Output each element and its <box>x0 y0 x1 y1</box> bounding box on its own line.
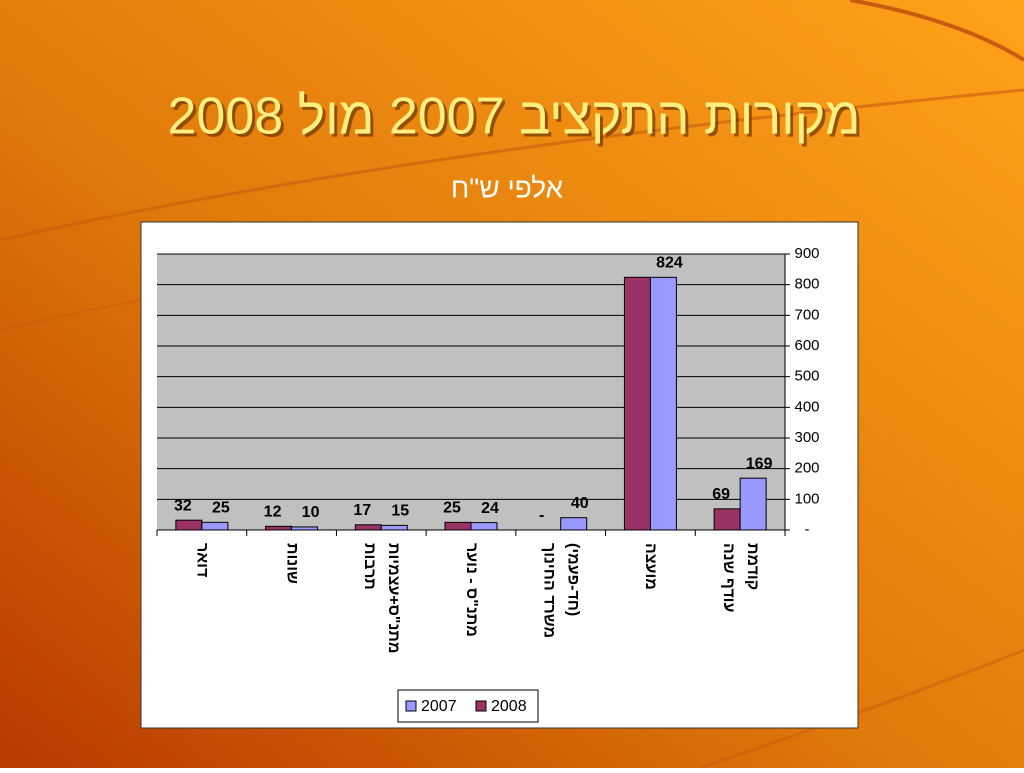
data-label: 824 <box>656 255 683 272</box>
data-label: 24 <box>481 500 499 517</box>
y-tick-label: 900 <box>794 245 819 262</box>
bar <box>739 477 767 531</box>
plot-area <box>157 254 785 530</box>
data-label: 25 <box>443 500 461 517</box>
x-tick-label: דואר <box>194 543 211 577</box>
data-label: - <box>539 507 544 524</box>
legend-swatch <box>475 700 487 712</box>
data-label: 169 <box>746 455 773 472</box>
x-tick-label: (חד-פעמי) <box>564 543 581 616</box>
y-tick-label: 400 <box>794 398 819 415</box>
bar <box>354 524 382 531</box>
x-tick-label: שונות <box>283 543 300 584</box>
bar <box>649 276 677 531</box>
y-tick-label: 300 <box>794 429 819 446</box>
x-tick-label: תרבות <box>361 543 378 590</box>
data-label: 25 <box>212 500 230 517</box>
data-label: 40 <box>571 495 589 512</box>
x-tick-label: משרד החינוך <box>540 543 557 638</box>
data-label: 32 <box>174 497 192 514</box>
bar <box>380 524 408 531</box>
data-label: 69 <box>712 486 730 503</box>
legend-label: 2007 <box>421 698 457 715</box>
data-label: 15 <box>391 503 409 520</box>
bar <box>560 517 588 531</box>
x-tick-label: מתנ"ס - נוער <box>463 543 480 637</box>
bar <box>623 276 651 531</box>
x-tick-label: עודף שנה <box>720 543 737 613</box>
data-label: 10 <box>302 504 320 521</box>
x-tick-label: מתנ"ס+עצמיות <box>385 543 402 654</box>
legend-box <box>397 689 539 723</box>
data-label: 12 <box>264 504 282 521</box>
bar <box>265 525 293 531</box>
bar <box>175 519 203 531</box>
decor <box>0 88 1024 242</box>
legend-swatch <box>405 700 417 712</box>
y-tick-label: 700 <box>794 306 819 323</box>
bar <box>713 508 741 531</box>
x-tick-label: מועצה <box>642 543 659 590</box>
decor <box>849 0 1024 62</box>
y-tick-label: 500 <box>794 368 819 385</box>
y-tick-label: - <box>805 521 810 538</box>
bar <box>291 526 319 531</box>
y-tick-label: 600 <box>794 337 819 354</box>
y-tick-label: 200 <box>794 460 819 477</box>
y-tick-label: 100 <box>794 490 819 507</box>
decor <box>699 648 1024 770</box>
bar <box>444 521 472 531</box>
chart-title: מקורות התקציב 2007 מול 2008 <box>168 88 861 146</box>
legend-label: 2008 <box>491 698 527 715</box>
title-shadow: מקורות התקציב 2007 מול 2008 <box>171 91 864 149</box>
data-label: 17 <box>353 502 371 519</box>
bar <box>201 521 229 531</box>
y-tick-label: 800 <box>794 276 819 293</box>
chart-subtitle: אלפי ש"ח <box>451 172 564 203</box>
bar <box>470 522 498 531</box>
x-tick-label: קודמת <box>744 543 761 590</box>
